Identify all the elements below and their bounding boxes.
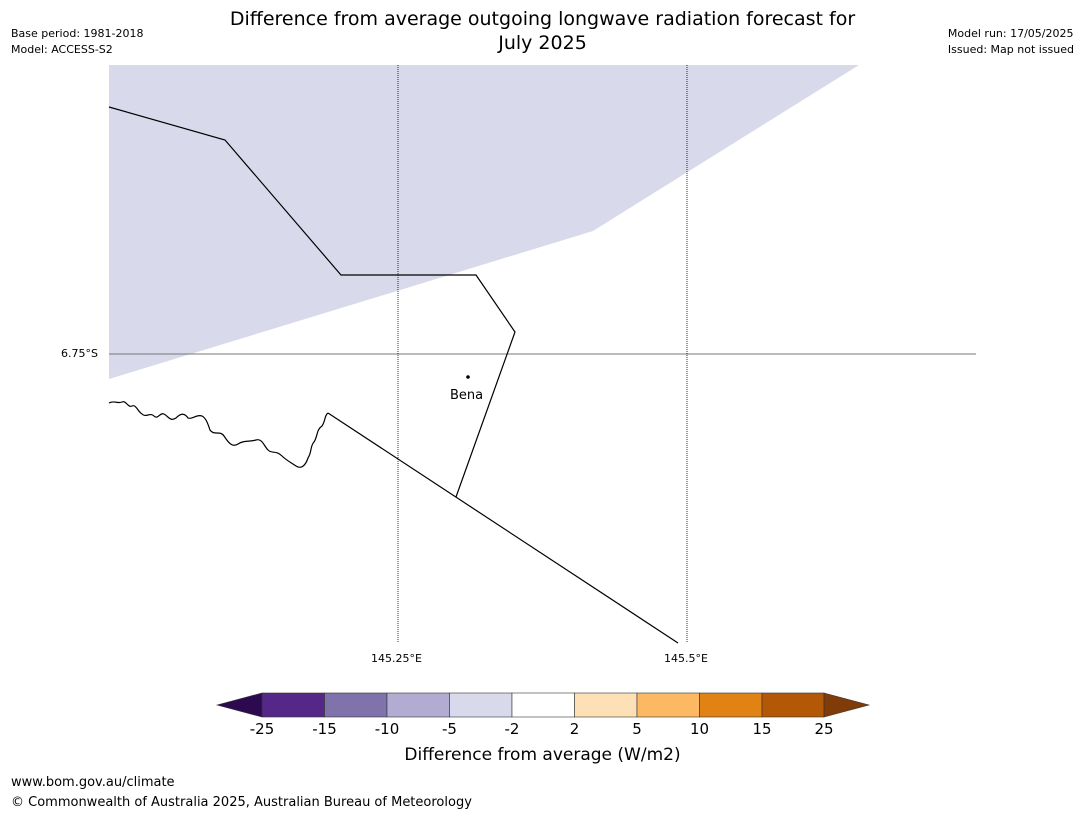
colorbar-tick: -10 [374,720,400,738]
wiggly-border [108,401,329,468]
colorbar-tick: 2 [569,720,580,738]
colorbar-segment-3 [386,692,450,718]
colorbar-segment-2 [324,692,388,718]
colorbar-low-extend [215,692,263,718]
colorbar-high-extend [823,692,871,718]
colorbar-segment-6 [574,692,638,718]
title-line-2: July 2025 [498,32,587,54]
map-title: Difference from average outgoing longwav… [0,7,1085,55]
meta-left: Base period: 1981-2018 Model: ACCESS-S2 [11,26,143,58]
colorbar [215,692,871,718]
title-line-1: Difference from average outgoing longwav… [229,8,856,30]
colorbar-tick: -5 [442,720,457,738]
colorbar-segment-8 [699,692,763,718]
base-period: Base period: 1981-2018 [11,27,144,40]
model-name: Model: ACCESS-S2 [11,43,113,56]
colorbar-tick: -25 [249,720,275,738]
longitude-label-2: 145.5°E [664,652,708,665]
colorbar-tick: 10 [689,720,710,738]
shaded-anomaly-region [109,65,859,379]
longitude-label-1: 145.25°E [371,652,422,665]
province-boundary-north [108,106,516,498]
colorbar-tick: -15 [312,720,337,738]
town-label: Bena [450,388,484,403]
colorbar-segment-7 [636,692,700,718]
town-marker [466,375,470,379]
colorbar-segment-4 [449,692,513,718]
colorbar-tick: 15 [752,720,772,738]
province-boundary-south [327,412,679,644]
colorbar-segment-9 [761,692,825,718]
colorbar-tick: 25 [814,720,834,738]
colorbar-title: Difference from average (W/m2) [404,745,681,765]
footer-url[interactable]: www.bom.gov.au/climate [11,775,175,790]
latitude-label: 6.75°S [61,347,98,360]
colorbar-segment-5 [511,692,575,718]
model-run: Model run: 17/05/2025 [947,27,1074,40]
colorbar-segment-1 [261,692,325,718]
issued-status: Issued: Map not issued [947,43,1074,56]
footer-copyright: © Commonwealth of Australia 2025, Austra… [11,795,472,810]
colorbar-tick: -2 [504,720,520,738]
colorbar-tick: 5 [632,720,642,738]
meta-right: Model run: 17/05/2025 Issued: Map not is… [948,26,1074,58]
